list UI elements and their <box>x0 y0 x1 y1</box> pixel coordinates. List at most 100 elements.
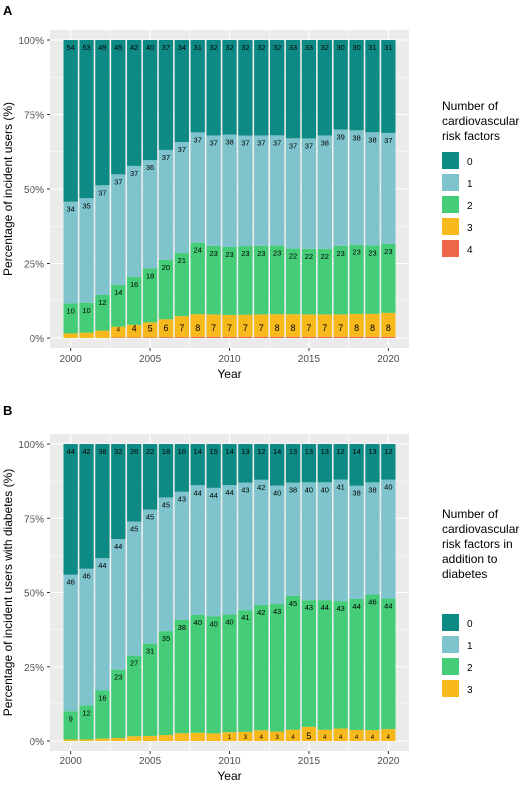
bar-label: 40 <box>273 488 281 497</box>
bar-label: 7 <box>306 323 311 333</box>
bar-segment-4-2018 <box>349 336 364 338</box>
bar-segment-1-2013 <box>270 485 285 605</box>
legend: Number of cardiovascular risk factors in ad… <box>442 507 519 697</box>
bar-segment-0-2001 <box>79 40 94 199</box>
y-tick-label: 0% <box>30 737 45 748</box>
bar-segment-3-2011 <box>238 314 253 337</box>
bar-label: 44 <box>384 601 392 610</box>
bar-label: 8 <box>275 323 280 333</box>
bar-label: 44 <box>66 447 74 456</box>
bar-label: 16 <box>178 447 186 456</box>
x-axis-title: Year <box>217 367 241 381</box>
bar-label: 13 <box>321 447 329 456</box>
bar-label: 42 <box>257 608 265 617</box>
bar-segment-0-2013 <box>270 444 285 486</box>
legend-label: 0 <box>467 157 473 168</box>
bar-segment-2-2019 <box>365 594 380 731</box>
bar-segment-1-2004 <box>127 165 142 277</box>
x-tick-label: 2015 <box>298 354 321 365</box>
bar-label: 31 <box>194 43 202 52</box>
bar-segment-0-2005 <box>142 40 158 161</box>
chart-panel-a: A0%25%50%75%100%2000 2005 2010 2015 20201034… <box>1 3 519 381</box>
legend-label: 3 <box>467 685 473 696</box>
bar-segment-0-2013 <box>270 40 285 136</box>
bar-label: 44 <box>98 561 106 570</box>
bar-segment-3-2019 <box>365 313 380 337</box>
bar-segment-1-2005 <box>142 509 158 644</box>
bar-segment-3-2003 <box>111 326 126 338</box>
x-tick-label: 2020 <box>377 756 400 767</box>
legend-swatch-4 <box>442 240 459 257</box>
bar-segment-1-2009 <box>206 135 221 246</box>
bar-label: 13 <box>289 447 297 456</box>
bar-segment-4-2008 <box>190 336 205 338</box>
bar-label: 8 <box>386 323 391 333</box>
y-tick-label: 50% <box>24 589 44 600</box>
legend-label: 1 <box>467 641 473 652</box>
bar-segment-2-2013 <box>270 604 285 732</box>
bar-segment-1-2011 <box>238 135 253 247</box>
bar-label: 38 <box>321 138 329 147</box>
bar-segment-3-2006 <box>158 735 174 741</box>
bar-segment-2-2003 <box>111 284 126 327</box>
bar-segment-0-2002 <box>95 444 110 559</box>
bar-label: 4 <box>355 735 359 741</box>
bar-segment-3-2010 <box>222 732 237 741</box>
legend-swatch-0 <box>442 614 459 631</box>
bar-label: 8 <box>370 323 375 333</box>
bar-label: 43 <box>337 604 345 613</box>
bar-segment-3-2007 <box>174 316 189 338</box>
bar-label: 3 <box>244 735 248 741</box>
bar-segment-0-2006 <box>158 444 174 498</box>
bar-segment-4-2004 <box>127 337 142 338</box>
bar-label: 40 <box>194 618 202 627</box>
bar-segment-1-2001 <box>79 568 94 706</box>
bar-label: 22 <box>305 252 313 261</box>
bar-segment-3-2002 <box>95 738 110 741</box>
bar-segment-0-2019 <box>365 40 380 133</box>
bar-label: 4 <box>291 735 295 741</box>
bar-label: 32 <box>273 43 281 52</box>
bar-label: 4 <box>371 735 375 741</box>
bar-segment-2-2017 <box>333 601 348 729</box>
bar-segment-3-2008 <box>190 732 205 741</box>
bar-label: 12 <box>98 298 106 307</box>
bar-segment-2-2015 <box>301 248 317 315</box>
bar-label: 7 <box>211 323 216 333</box>
bar-label: 16 <box>130 280 138 289</box>
bar-segment-1-2001 <box>79 198 94 303</box>
bar-label: 37 <box>209 138 217 147</box>
y-axis-title: Percentage of incident users with diabet… <box>1 469 15 716</box>
bar-label: 46 <box>66 578 74 587</box>
x-tick-label: 2005 <box>139 756 162 767</box>
bar-segment-0-2005 <box>142 444 158 510</box>
bar-segment-4-2005 <box>142 337 158 338</box>
bar-label: 27 <box>130 659 138 668</box>
bar-segment-1-2019 <box>365 482 380 595</box>
bar-label: 40 <box>146 43 154 52</box>
bar-segment-2-2002 <box>95 690 110 739</box>
bar-label: 43 <box>305 603 313 612</box>
bar-label: 20 <box>162 263 170 272</box>
bar-label: 23 <box>337 249 345 258</box>
bar-segment-2-2006 <box>158 631 174 736</box>
bar-label: 31 <box>384 43 392 52</box>
bar-label: 14 <box>114 288 122 297</box>
bar-segment-4-2017 <box>333 336 348 338</box>
bar-segment-1-2014 <box>285 138 301 249</box>
bar-label: 3 <box>275 735 279 741</box>
bar-label: 37 <box>194 135 202 144</box>
bar-segment-2-2004 <box>127 655 142 737</box>
bar-segment-0-2007 <box>174 40 189 143</box>
bar-label: 45 <box>114 43 122 52</box>
bar-segment-2-2000 <box>63 303 78 334</box>
bar-segment-3-2002 <box>95 330 110 338</box>
bar-segment-4-2016 <box>317 336 332 338</box>
bar-label: 39 <box>337 132 345 141</box>
bar-label: 37 <box>305 141 313 150</box>
bar-label: 44 <box>209 491 217 500</box>
bar-label: 37 <box>178 145 186 154</box>
bar-segment-4-2006 <box>158 337 174 338</box>
bar-segment-3-2020 <box>381 312 396 337</box>
bar-segment-1-2016 <box>317 135 332 249</box>
